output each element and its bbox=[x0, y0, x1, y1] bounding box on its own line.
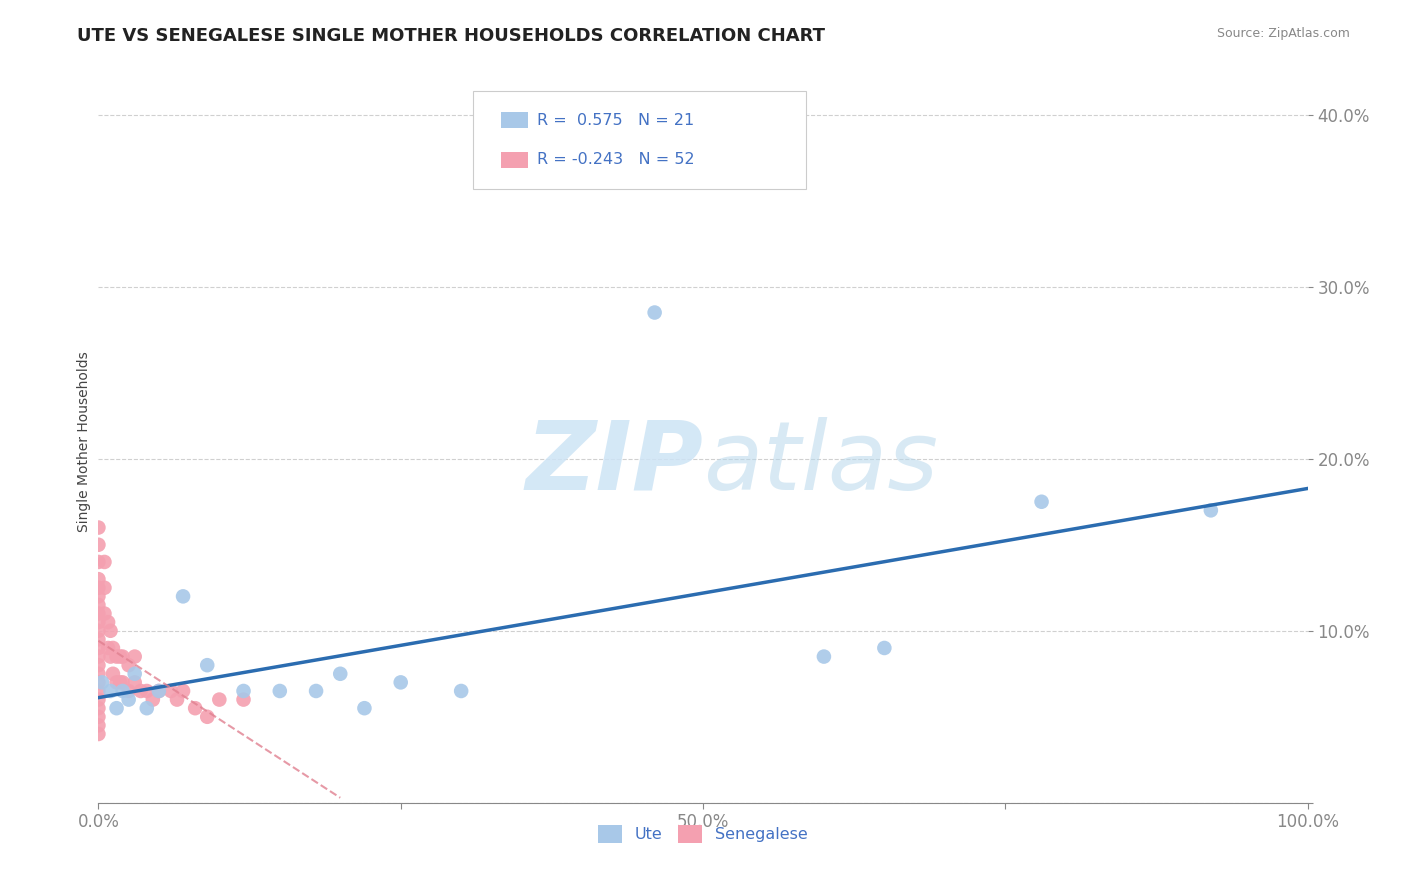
Point bbox=[87, 718, 110, 732]
Point bbox=[93, 555, 115, 569]
Point bbox=[135, 701, 157, 715]
Text: UTE VS SENEGALESE SINGLE MOTHER HOUSEHOLDS CORRELATION CHART: UTE VS SENEGALESE SINGLE MOTHER HOUSEHOL… bbox=[77, 27, 825, 45]
Point bbox=[100, 649, 122, 664]
FancyBboxPatch shape bbox=[501, 112, 527, 128]
Point bbox=[87, 607, 110, 621]
Text: R = -0.243   N = 52: R = -0.243 N = 52 bbox=[537, 153, 695, 168]
Point bbox=[389, 675, 412, 690]
Point bbox=[232, 684, 254, 698]
Y-axis label: Single Mother Households: Single Mother Households bbox=[77, 351, 91, 532]
Point bbox=[644, 305, 666, 319]
Point bbox=[108, 675, 131, 690]
Text: Source: ZipAtlas.com: Source: ZipAtlas.com bbox=[1216, 27, 1350, 40]
Point bbox=[305, 684, 328, 698]
Text: atlas: atlas bbox=[703, 417, 938, 509]
Point bbox=[93, 607, 115, 621]
Point bbox=[87, 640, 110, 655]
Point bbox=[87, 632, 110, 647]
Point bbox=[329, 666, 352, 681]
Point bbox=[87, 615, 110, 630]
Point bbox=[124, 666, 146, 681]
FancyBboxPatch shape bbox=[501, 152, 527, 168]
Point bbox=[195, 658, 218, 673]
Point bbox=[97, 615, 120, 630]
Point bbox=[148, 684, 170, 698]
Point bbox=[135, 684, 157, 698]
Point bbox=[111, 675, 134, 690]
Point bbox=[118, 658, 141, 673]
Point bbox=[873, 640, 896, 655]
Point bbox=[353, 701, 375, 715]
Point bbox=[813, 649, 835, 664]
Point bbox=[87, 649, 110, 664]
Point bbox=[101, 666, 124, 681]
Point bbox=[105, 675, 128, 690]
Point bbox=[269, 684, 291, 698]
Point bbox=[124, 675, 146, 690]
Point bbox=[450, 684, 472, 698]
Point bbox=[100, 684, 122, 698]
Point bbox=[1031, 494, 1053, 508]
Legend: Ute, Senegalese: Ute, Senegalese bbox=[592, 819, 814, 849]
Point bbox=[101, 640, 124, 655]
Point bbox=[172, 590, 194, 604]
Point bbox=[160, 684, 183, 698]
Point bbox=[87, 581, 110, 595]
Point bbox=[111, 684, 134, 698]
Point bbox=[87, 555, 110, 569]
Point bbox=[97, 640, 120, 655]
Point bbox=[87, 538, 110, 552]
Point bbox=[87, 624, 110, 638]
Point bbox=[87, 572, 110, 586]
Point bbox=[87, 710, 110, 724]
Point bbox=[184, 701, 207, 715]
Point bbox=[1199, 503, 1222, 517]
Point bbox=[87, 666, 110, 681]
Point bbox=[118, 684, 141, 698]
Point bbox=[87, 658, 110, 673]
Point bbox=[100, 624, 122, 638]
Point bbox=[87, 692, 110, 706]
Point bbox=[142, 692, 165, 706]
FancyBboxPatch shape bbox=[474, 91, 806, 189]
Point bbox=[148, 684, 170, 698]
Point bbox=[195, 710, 218, 724]
Text: ZIP: ZIP bbox=[524, 417, 703, 509]
Point bbox=[111, 649, 134, 664]
Point bbox=[232, 692, 254, 706]
Point bbox=[166, 692, 188, 706]
Point bbox=[91, 675, 114, 690]
Point bbox=[87, 701, 110, 715]
Point bbox=[105, 649, 128, 664]
Point bbox=[93, 581, 115, 595]
Point bbox=[87, 727, 110, 741]
Point bbox=[87, 684, 110, 698]
Point bbox=[108, 649, 131, 664]
Point bbox=[208, 692, 231, 706]
Point bbox=[129, 684, 152, 698]
Point bbox=[105, 701, 128, 715]
Point bbox=[124, 649, 146, 664]
Point bbox=[87, 598, 110, 612]
Point bbox=[87, 590, 110, 604]
Point bbox=[87, 520, 110, 534]
Point bbox=[172, 684, 194, 698]
Text: R =  0.575   N = 21: R = 0.575 N = 21 bbox=[537, 112, 695, 128]
Point bbox=[118, 692, 141, 706]
Point bbox=[87, 675, 110, 690]
